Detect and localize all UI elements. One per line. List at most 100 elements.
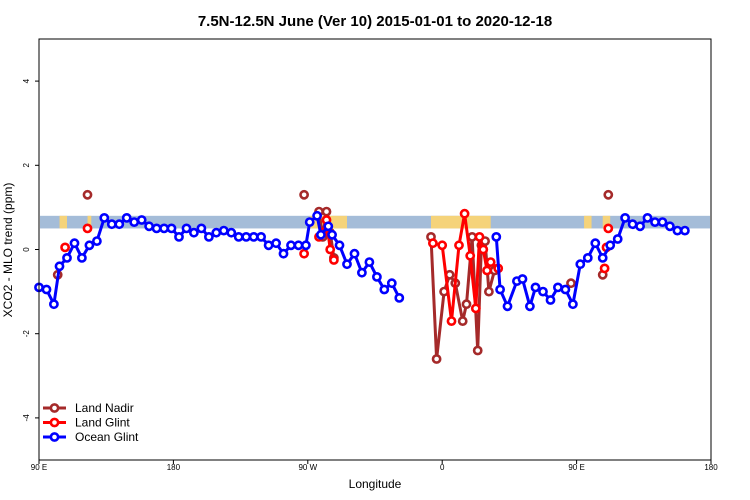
data-point-ocean-glint xyxy=(49,299,59,310)
x-tick-label: 180 xyxy=(704,463,718,472)
land-span xyxy=(584,215,592,229)
data-point-land-glint xyxy=(482,265,492,276)
data-point-ocean-glint xyxy=(620,212,630,223)
data-point-ocean-glint xyxy=(77,252,87,263)
data-point-ocean-glint xyxy=(323,221,334,232)
data-point-land-glint xyxy=(459,208,470,219)
data-point-land-glint xyxy=(485,257,496,267)
y-tick-label: 2 xyxy=(22,163,31,168)
data-point-land-glint xyxy=(82,223,93,234)
data-point-ocean-glint xyxy=(241,231,252,242)
data-point-ocean-glint xyxy=(54,261,65,272)
data-point-land-nadir xyxy=(603,189,614,200)
data-point-ocean-glint xyxy=(517,274,528,284)
legend-marker xyxy=(49,417,60,428)
data-point-ocean-glint xyxy=(597,252,608,263)
data-point-ocean-glint xyxy=(642,212,653,223)
data-point-land-glint xyxy=(299,248,309,259)
data-point-ocean-glint xyxy=(575,259,586,270)
data-point-ocean-glint xyxy=(657,217,668,227)
data-point-ocean-glint xyxy=(650,217,660,227)
data-point-ocean-glint xyxy=(590,238,601,249)
data-point-ocean-glint xyxy=(394,292,405,303)
data-point-ocean-glint xyxy=(627,219,638,230)
data-point-land-glint xyxy=(325,244,336,255)
data-point-land-glint xyxy=(599,263,610,274)
data-point-ocean-glint xyxy=(680,225,690,236)
data-point-ocean-glint xyxy=(605,240,616,251)
data-point-land-nadir xyxy=(82,189,93,200)
data-point-ocean-glint xyxy=(342,259,352,270)
data-point-ocean-glint xyxy=(349,248,360,259)
data-point-ocean-glint xyxy=(665,221,675,232)
data-point-ocean-glint xyxy=(304,217,315,227)
data-point-ocean-glint xyxy=(151,223,162,234)
data-point-land-nadir xyxy=(472,345,483,356)
data-point-ocean-glint xyxy=(144,221,154,232)
data-point-ocean-glint xyxy=(315,229,326,240)
data-point-land-glint xyxy=(60,242,70,253)
data-point-ocean-glint xyxy=(612,234,623,244)
data-point-ocean-glint xyxy=(41,284,52,295)
data-point-ocean-glint xyxy=(495,284,505,295)
data-point-ocean-glint xyxy=(174,231,184,242)
series-layer xyxy=(34,189,690,364)
y-tick-label: 0 xyxy=(22,247,31,252)
series-land-nadir xyxy=(52,189,614,364)
data-point-ocean-glint xyxy=(84,240,95,251)
chart-title: 7.5N-12.5N June (Ver 10) 2015-01-01 to 2… xyxy=(198,13,552,30)
data-point-land-glint xyxy=(454,240,464,251)
data-point-ocean-glint xyxy=(538,286,548,297)
data-point-ocean-glint xyxy=(568,299,578,310)
data-point-ocean-glint xyxy=(188,227,199,238)
data-point-land-nadir xyxy=(431,354,442,364)
data-point-ocean-glint xyxy=(92,236,102,246)
data-point-land-nadir xyxy=(299,189,309,200)
legend-marker xyxy=(49,432,60,442)
plot-background xyxy=(40,215,710,229)
data-point-ocean-glint xyxy=(99,212,110,223)
y-axis: -4 -2 0 2 4 xyxy=(22,78,39,421)
data-point-ocean-glint xyxy=(203,231,214,242)
data-point-ocean-glint xyxy=(62,252,72,263)
data-point-ocean-glint xyxy=(286,240,296,251)
series-ocean-glint xyxy=(34,210,690,312)
data-point-land-nadir xyxy=(483,286,494,297)
x-tick-label: 0 xyxy=(440,463,445,472)
data-point-land-nadir xyxy=(566,278,576,289)
legend-label: Ocean Glint xyxy=(75,430,139,444)
x-axis-label: Longitude xyxy=(349,477,402,491)
data-point-land-glint xyxy=(328,255,339,265)
data-point-ocean-glint xyxy=(334,240,345,251)
y-tick-label: -4 xyxy=(22,414,31,422)
data-point-ocean-glint xyxy=(560,284,571,295)
data-point-ocean-glint xyxy=(211,227,222,238)
data-point-ocean-glint xyxy=(356,267,367,278)
data-point-ocean-glint xyxy=(69,238,80,249)
data-point-land-glint xyxy=(437,240,448,251)
y-tick-label: 4 xyxy=(22,78,31,83)
data-point-ocean-glint xyxy=(129,217,140,227)
data-point-ocean-glint xyxy=(582,252,593,263)
land-span xyxy=(602,215,611,229)
data-point-ocean-glint xyxy=(271,238,281,249)
x-tick-label: 90 W xyxy=(298,463,317,472)
data-point-land-glint xyxy=(474,231,485,242)
data-point-land-glint xyxy=(465,250,476,261)
data-point-ocean-glint xyxy=(327,229,337,240)
data-point-land-glint xyxy=(470,303,481,314)
data-point-ocean-glint xyxy=(263,240,274,251)
data-point-land-glint xyxy=(427,238,438,249)
data-point-ocean-glint xyxy=(371,271,382,282)
data-point-ocean-glint xyxy=(491,231,502,242)
series-line-ocean-glint xyxy=(494,216,685,308)
y-axis-label: XCO2 - MLO trend (ppm) xyxy=(1,183,15,318)
data-point-ocean-glint xyxy=(530,282,541,293)
data-point-ocean-glint xyxy=(672,225,683,236)
data-point-ocean-glint xyxy=(278,248,289,259)
legend-item-land-glint: Land Glint xyxy=(43,416,130,430)
data-point-ocean-glint xyxy=(635,221,645,232)
ocean-band xyxy=(40,215,710,229)
data-point-ocean-glint xyxy=(121,212,132,223)
